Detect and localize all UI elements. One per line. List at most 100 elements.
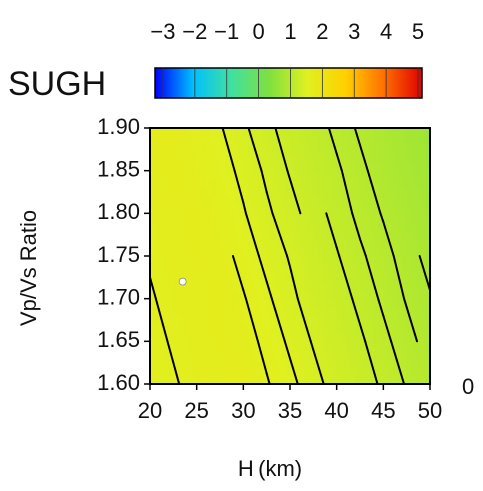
heat-cell bbox=[308, 332, 314, 342]
heat-cell bbox=[248, 298, 254, 308]
heat-cell bbox=[313, 375, 319, 384]
heat-cell bbox=[173, 281, 179, 291]
heat-cell bbox=[187, 247, 193, 257]
heat-cell bbox=[150, 153, 156, 163]
heat-cell bbox=[406, 179, 412, 189]
heat-cell bbox=[178, 213, 184, 223]
heat-cell bbox=[173, 315, 179, 325]
heat-cell bbox=[327, 332, 333, 342]
heat-cell bbox=[178, 366, 184, 377]
heat-cell bbox=[192, 281, 198, 291]
heat-cell bbox=[299, 358, 305, 368]
heat-cell bbox=[266, 170, 272, 180]
heat-cell bbox=[215, 162, 221, 172]
heat-cell bbox=[402, 170, 408, 180]
heat-cell bbox=[201, 315, 207, 325]
heat-cell bbox=[346, 221, 352, 231]
heat-cell bbox=[243, 366, 249, 377]
heat-cell bbox=[234, 366, 240, 377]
heat-cell bbox=[271, 341, 277, 351]
heat-cell bbox=[168, 307, 174, 317]
heat-cell bbox=[201, 307, 207, 317]
heat-cell bbox=[257, 264, 263, 274]
heat-cell bbox=[248, 187, 254, 197]
heat-cell bbox=[332, 247, 338, 257]
heat-cell bbox=[182, 247, 188, 257]
contour-line bbox=[359, 144, 369, 172]
heat-cell bbox=[374, 247, 380, 257]
heat-cell bbox=[266, 256, 272, 266]
heat-cell bbox=[187, 349, 193, 359]
heat-cell bbox=[285, 358, 291, 368]
heat-cell bbox=[210, 247, 216, 257]
heat-cell bbox=[168, 187, 174, 197]
heat-cell bbox=[402, 358, 408, 368]
heat-cell bbox=[406, 145, 412, 155]
heat-cell bbox=[229, 145, 235, 155]
heat-cell bbox=[243, 196, 249, 206]
heat-cell bbox=[318, 256, 324, 266]
heat-cell bbox=[327, 298, 333, 308]
heat-cell bbox=[266, 162, 272, 172]
heat-cell bbox=[210, 196, 216, 206]
contour-line bbox=[265, 191, 274, 215]
heat-cell bbox=[425, 136, 430, 146]
y-tick-label: 1.75 bbox=[97, 242, 140, 267]
heat-cell bbox=[420, 273, 426, 283]
heat-cell bbox=[196, 358, 202, 368]
heat-cell bbox=[425, 238, 430, 249]
heat-cell bbox=[294, 204, 300, 214]
heat-cell bbox=[187, 238, 193, 249]
heat-cell bbox=[220, 238, 226, 249]
heat-cell bbox=[416, 273, 422, 283]
heat-cell bbox=[257, 187, 263, 197]
heat-cell bbox=[360, 247, 366, 257]
heat-cell bbox=[238, 375, 244, 384]
heat-cell bbox=[341, 349, 347, 359]
heat-cell bbox=[318, 230, 324, 240]
heat-cell bbox=[173, 290, 179, 300]
heat-cell bbox=[327, 145, 333, 155]
heat-cell bbox=[425, 153, 430, 163]
heat-cell bbox=[215, 204, 221, 214]
heat-cell bbox=[229, 187, 235, 197]
heat-cell bbox=[299, 153, 305, 163]
heat-cell bbox=[406, 170, 412, 180]
contour-line bbox=[327, 128, 338, 155]
heat-cell bbox=[308, 349, 314, 359]
heat-cell bbox=[378, 128, 384, 138]
heat-cell bbox=[406, 290, 412, 300]
heat-cell bbox=[182, 128, 188, 138]
heat-cell bbox=[336, 281, 342, 291]
heat-cell bbox=[294, 230, 300, 240]
heat-cell bbox=[420, 298, 426, 308]
heat-cell bbox=[420, 341, 426, 351]
heat-cell bbox=[299, 179, 305, 189]
heat-cell bbox=[378, 332, 384, 342]
heat-cell bbox=[276, 213, 282, 223]
heat-cell bbox=[388, 366, 394, 377]
heat-cell bbox=[369, 204, 375, 214]
heat-cell bbox=[406, 256, 412, 266]
heat-cell bbox=[425, 247, 430, 257]
heat-cell bbox=[397, 213, 403, 223]
heat-cell bbox=[164, 324, 170, 334]
heat-cell bbox=[187, 204, 193, 214]
heat-cell bbox=[159, 324, 165, 334]
heat-cell bbox=[369, 281, 375, 291]
heat-cell bbox=[383, 145, 389, 155]
heat-cell bbox=[364, 128, 370, 138]
heat-cell bbox=[406, 153, 412, 163]
heat-cell bbox=[192, 153, 198, 163]
heat-cell bbox=[173, 162, 179, 172]
heat-cell bbox=[234, 341, 240, 351]
heat-cell bbox=[196, 264, 202, 274]
heat-cell bbox=[215, 307, 221, 317]
heat-cell bbox=[336, 238, 342, 249]
heat-cell bbox=[215, 128, 221, 138]
heat-cell bbox=[304, 290, 310, 300]
heat-cell bbox=[192, 324, 198, 334]
heat-cell bbox=[392, 290, 398, 300]
heat-cell bbox=[411, 375, 417, 384]
heat-cell bbox=[290, 324, 296, 334]
